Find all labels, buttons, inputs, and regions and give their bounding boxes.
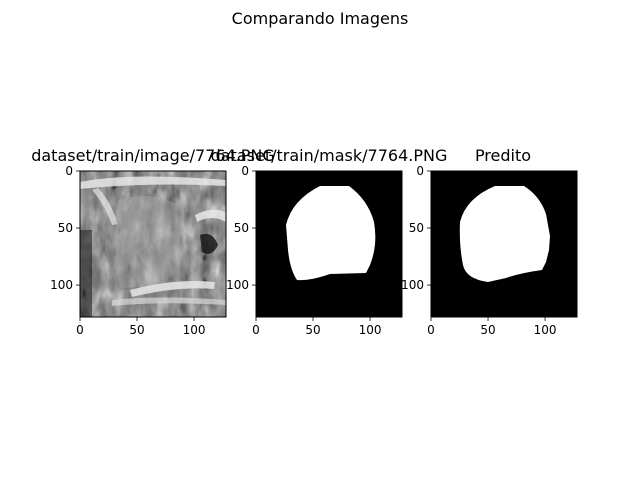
x-tick-label: 50 xyxy=(129,323,144,337)
y-tick-label: 0 xyxy=(241,164,249,178)
figure-suptitle: Comparando Imagens xyxy=(232,9,409,28)
x-tick-label: 50 xyxy=(480,323,495,337)
x-tick-label: 50 xyxy=(305,323,320,337)
axes-ticks: 0 50 100 0 50 100 xyxy=(50,164,205,337)
mask-blob xyxy=(286,186,376,281)
predicted-blob xyxy=(459,186,550,282)
panel-image: dataset/train/image/7764.PNG 0 50 100 0 50 10… xyxy=(31,146,275,337)
x-tick-label: 0 xyxy=(252,323,260,337)
axes-frame xyxy=(430,170,578,318)
axes-frame xyxy=(255,170,403,318)
panel-mask-title: dataset/train/mask/7764.PNG xyxy=(211,146,448,165)
x-tick-label: 100 xyxy=(359,323,382,337)
panel-mask: dataset/train/mask/7764.PNG 0 50 100 0 50 100 xyxy=(211,146,448,337)
y-tick-label: 50 xyxy=(409,221,424,235)
x-tick-label: 100 xyxy=(534,323,557,337)
y-tick-label: 100 xyxy=(401,278,424,292)
y-tick-label: 50 xyxy=(234,221,249,235)
x-tick-label: 0 xyxy=(427,323,435,337)
panel-image-title: dataset/train/image/7764.PNG xyxy=(31,146,275,165)
y-tick-label: 0 xyxy=(65,164,73,178)
y-tick-label: 50 xyxy=(58,221,73,235)
ultrasound-image xyxy=(80,171,226,317)
panel-predicted: Predito 0 50 100 0 50 100 xyxy=(401,146,578,337)
y-tick-label: 100 xyxy=(226,278,249,292)
axes-frame xyxy=(79,170,227,318)
y-tick-label: 100 xyxy=(50,278,73,292)
panel-predicted-title: Predito xyxy=(475,146,531,165)
x-tick-label: 100 xyxy=(183,323,206,337)
axes-ticks: 0 50 100 0 50 100 xyxy=(401,164,556,337)
y-tick-label: 0 xyxy=(416,164,424,178)
x-tick-label: 0 xyxy=(76,323,84,337)
axes-ticks: 0 50 100 0 50 100 xyxy=(226,164,381,337)
